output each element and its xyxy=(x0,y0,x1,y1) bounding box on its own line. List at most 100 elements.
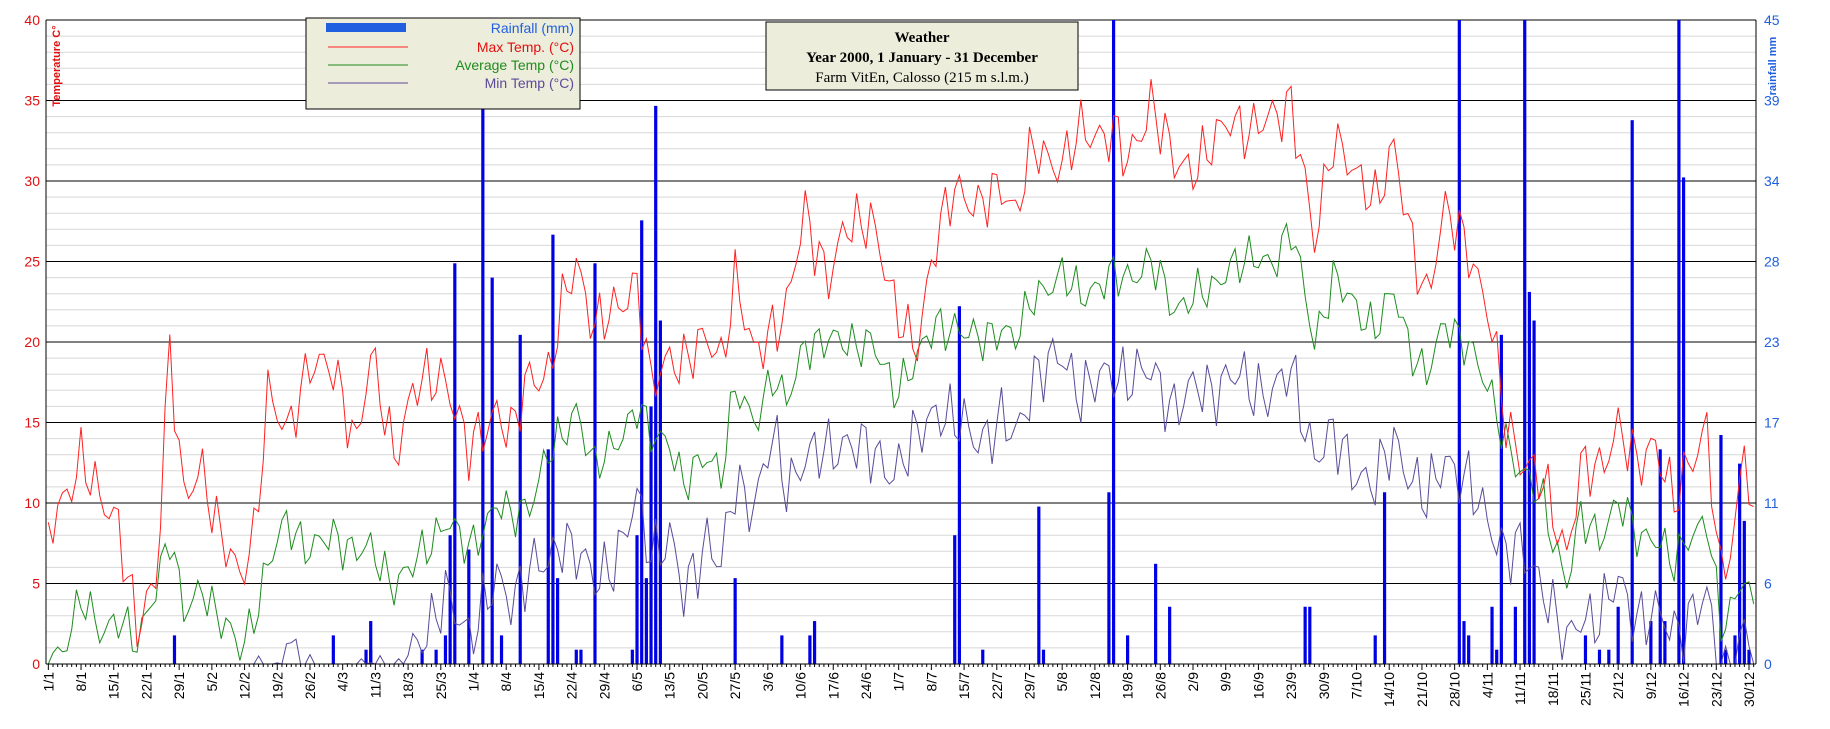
legend-average-temp-label: Average Temp (°C) xyxy=(455,57,574,73)
rainfall-bar xyxy=(1607,649,1611,664)
left-tick-label: 0 xyxy=(32,656,40,672)
x-tick-label: 5/8 xyxy=(1054,672,1070,692)
rainfall-bar xyxy=(1111,20,1116,664)
x-tick-label: 21/10 xyxy=(1414,672,1430,707)
right-tick-label: 0 xyxy=(1764,656,1772,672)
rainfall-bar xyxy=(434,649,438,664)
legend-rainfall-swatch xyxy=(326,23,406,32)
x-tick-label: 22/4 xyxy=(564,672,580,699)
legend-min-temp-label: Min Temp (°C) xyxy=(485,75,574,91)
max-temp-line xyxy=(47,79,1754,648)
left-tick-label: 25 xyxy=(24,254,40,270)
rainfall-bar xyxy=(1616,606,1620,664)
x-tick-label: 24/6 xyxy=(858,672,874,699)
right-tick-label: 11 xyxy=(1764,495,1779,511)
rainfall-bar xyxy=(1457,20,1461,664)
rainfall-bar xyxy=(812,621,817,664)
rainfall-bar xyxy=(1168,606,1172,664)
rainfall-bar xyxy=(1125,635,1130,664)
rainfall-bar xyxy=(981,649,985,664)
x-tick-label: 16/9 xyxy=(1250,672,1266,699)
rainfall-bar xyxy=(1037,506,1041,664)
right-axis-title: rainfall mm xyxy=(1767,36,1779,95)
x-tick-label: 3/6 xyxy=(760,672,776,692)
rainfall-bar xyxy=(1467,635,1471,664)
rainfall-bar xyxy=(1490,606,1494,664)
right-tick-label: 39 xyxy=(1764,93,1780,109)
right-tick-label: 17 xyxy=(1764,415,1780,431)
x-axis-ticks: 1/1 8/1 15/1 22/1 29/1 5/2 12/2 19/2 26/2 4/3 11/3… xyxy=(40,664,1757,707)
left-tick-label: 35 xyxy=(24,93,40,109)
rainfall-bar xyxy=(1462,621,1466,664)
x-tick-label: 29/7 xyxy=(1022,672,1038,699)
chart-title: Weather xyxy=(895,30,950,46)
rainfall-bar xyxy=(953,535,957,664)
x-tick-label: 1/1 xyxy=(40,672,56,692)
average-temp-line xyxy=(47,221,1755,665)
rainfall-bar xyxy=(555,578,560,664)
x-tick-label: 23/12 xyxy=(1708,672,1724,707)
x-tick-label: 25/3 xyxy=(433,672,449,699)
rainfall-bar xyxy=(551,234,555,664)
rainfall-bar xyxy=(1747,649,1751,664)
rainfall-bar xyxy=(780,635,784,664)
x-tick-label: 2/9 xyxy=(1185,672,1201,692)
x-tick-label: 8/4 xyxy=(498,672,514,692)
x-tick-label: 19/8 xyxy=(1120,672,1136,699)
x-tick-label: 30/12 xyxy=(1741,672,1757,707)
rainfall-bar xyxy=(1597,649,1602,664)
x-tick-label: 7/10 xyxy=(1349,672,1365,699)
rainfall-bar xyxy=(546,449,550,664)
right-axis-ticks: 0 6 11 17 23 28 34 39 45 xyxy=(1764,12,1780,672)
x-tick-label: 9/9 xyxy=(1218,672,1234,692)
rainfall-bar xyxy=(733,578,737,664)
x-tick-label: 15/4 xyxy=(531,672,547,699)
rainfall-bar xyxy=(490,277,494,664)
rainfall-bar xyxy=(1583,635,1588,664)
x-tick-label: 2/12 xyxy=(1610,672,1626,699)
rainfall-bar xyxy=(1724,649,1728,664)
rainfall-bar xyxy=(658,320,662,664)
title-box: Weather Year 2000, 1 January - 31 Decemb… xyxy=(765,21,1079,91)
x-tick-label: 23/9 xyxy=(1283,672,1299,699)
rainfall-bar xyxy=(1154,563,1158,664)
legend-box xyxy=(305,17,581,110)
rainfall-bar xyxy=(1630,120,1634,664)
right-tick-label: 28 xyxy=(1764,254,1780,270)
x-tick-label: 12/2 xyxy=(237,672,253,699)
x-tick-label: 30/9 xyxy=(1316,672,1332,699)
x-tick-label: 25/11 xyxy=(1578,672,1594,706)
legend-rainfall-label: Rainfall (mm) xyxy=(491,20,574,36)
x-tick-label: 17/6 xyxy=(825,672,841,699)
rainfall-bar xyxy=(574,649,578,664)
left-tick-label: 30 xyxy=(24,173,40,189)
rainfall-bar xyxy=(630,649,634,664)
rainfall-bar xyxy=(1513,606,1517,664)
x-tick-label: 27/5 xyxy=(727,672,743,699)
x-tick-label: 10/6 xyxy=(793,672,809,699)
rainfall-bar xyxy=(635,535,639,664)
rainfall-bar xyxy=(1658,449,1662,664)
title-box-frame xyxy=(765,21,1079,91)
x-tick-label: 26/8 xyxy=(1152,672,1168,699)
rainfall-bar xyxy=(518,334,522,664)
rainfall-bar xyxy=(481,20,485,664)
x-tick-label: 14/10 xyxy=(1381,672,1397,707)
x-tick-label: 8/7 xyxy=(923,672,939,692)
left-axis-title: Temperature C° xyxy=(51,25,63,106)
right-tick-label: 45 xyxy=(1764,12,1780,28)
legend-max-temp-label: Max Temp. (°C) xyxy=(477,39,574,55)
rainfall-bar xyxy=(499,635,504,664)
left-axis-ticks: 0 5 10 15 20 25 30 35 40 xyxy=(24,12,40,672)
chart-axes xyxy=(45,20,1757,665)
rainfall-bar xyxy=(654,105,658,664)
x-tick-label: 22/1 xyxy=(139,672,155,699)
x-tick-label: 11/3 xyxy=(367,672,383,698)
left-tick-label: 5 xyxy=(32,576,40,592)
rainfall-bar xyxy=(1733,635,1737,664)
x-tick-label: 4/11 xyxy=(1479,672,1495,698)
left-tick-label: 15 xyxy=(24,415,40,431)
rainfall-bar xyxy=(453,263,457,664)
rainfall-bar xyxy=(369,621,373,664)
